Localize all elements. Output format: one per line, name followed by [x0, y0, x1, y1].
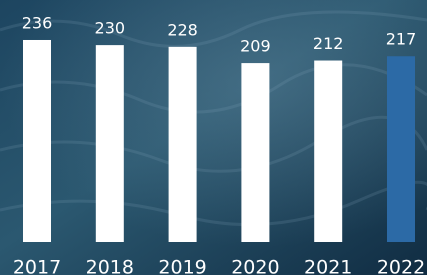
x-tick-label: 2018	[86, 257, 134, 275]
x-tick-label: 2019	[158, 257, 206, 275]
value-label: 230	[95, 19, 126, 38]
chart: 236 2017 230 2018 228 2019 209 2020 212 2021 217 20…	[0, 0, 427, 275]
bar	[23, 40, 51, 242]
bar	[314, 61, 342, 242]
x-tick-label: 2021	[304, 257, 352, 275]
value-label: 209	[240, 37, 271, 56]
bar	[96, 45, 124, 242]
value-label: 217	[386, 30, 417, 49]
value-label: 228	[167, 20, 198, 39]
page: 236 2017 230 2018 228 2019 209 2020 212 2021 217 20…	[0, 0, 427, 275]
bar	[387, 56, 415, 242]
value-label: 236	[22, 13, 53, 32]
value-label: 212	[313, 34, 344, 53]
x-tick-label: 2022	[377, 257, 425, 275]
bar	[241, 63, 269, 242]
x-tick-label: 2020	[231, 257, 279, 275]
bar	[169, 47, 197, 242]
x-tick-label: 2017	[13, 257, 61, 275]
